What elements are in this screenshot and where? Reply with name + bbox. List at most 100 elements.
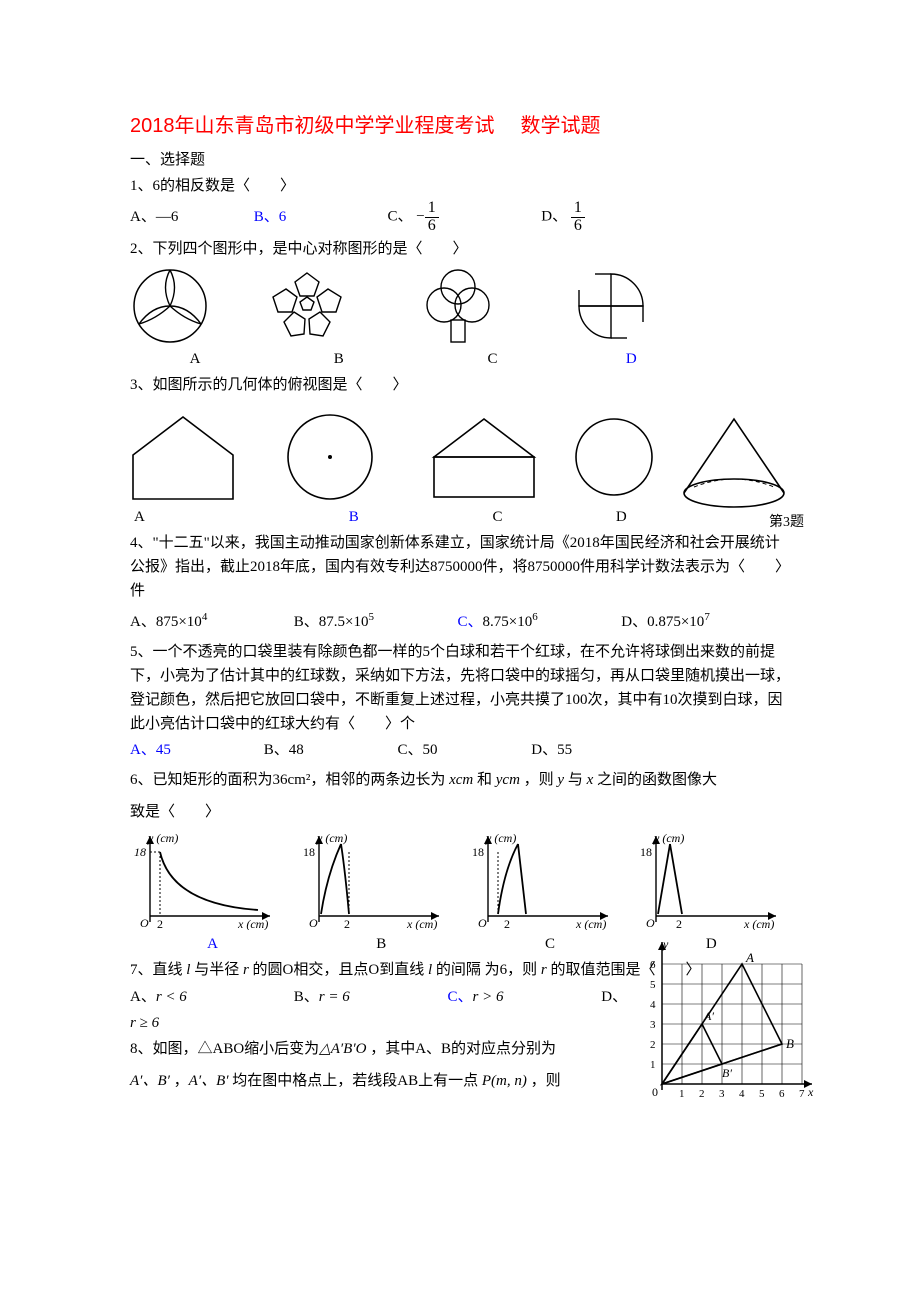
exam-page: 2018年山东青岛市初级中学学业程度考试 数学试题 一、选择题 1、6的相反数是〈… (0, 0, 920, 1115)
q3-stem: 3、如图所示的几何体的俯视图是〈 〉 (130, 373, 794, 397)
svg-text:B′: B′ (722, 1066, 732, 1080)
svg-text:4: 4 (650, 999, 656, 1011)
q1-opt-b: B、6 (254, 205, 384, 229)
svg-text:2: 2 (699, 1088, 705, 1100)
q4-opt-c: C、8.75×106 (458, 609, 618, 634)
svg-text:2: 2 (504, 917, 510, 930)
svg-text:y (cm): y (cm) (653, 831, 684, 845)
svg-text:y (cm): y (cm) (316, 831, 347, 845)
q7-opt-a: A、r < 6 (130, 985, 290, 1009)
svg-text:O: O (646, 916, 655, 930)
q6-stem: 6、已知矩形的面积为36cm²，相邻的两条边长为 xcm 和 ycm ，则 y … (130, 768, 794, 792)
q5-stem: 5、一个不透亮的口袋里装有除颜色都一样的5个白球和若干个红球，在不允许将球倒出来… (130, 640, 794, 736)
q5-opt-c: C、50 (398, 738, 528, 762)
q3-label-c: C (428, 505, 568, 529)
svg-text:y (cm): y (cm) (485, 831, 516, 845)
q8-stem-line2: A′、B′ ，A′、B′ 均在图中格点上，若线段AB上有一点 P(m, n) ，… (130, 1069, 640, 1093)
q1-opt-d: D、 16 (541, 200, 585, 235)
svg-text:1: 1 (650, 1059, 656, 1071)
q6-label-b: B (299, 932, 464, 956)
title-right: 数学试题 (521, 115, 601, 137)
svg-text:0: 0 (652, 1085, 658, 1099)
q7-opt-b: B、r = 6 (294, 985, 444, 1009)
q4-opt-d: D、0.875×107 (621, 609, 710, 634)
svg-text:18: 18 (472, 845, 484, 859)
q7-q8-block: 7、直线 l 与半径 r 的圆O相交，且点O到直线 l 的间隔 为6，则 r 的… (130, 958, 794, 1093)
svg-text:4: 4 (739, 1088, 745, 1100)
svg-text:A′: A′ (703, 1009, 714, 1023)
svg-text:x (cm): x (cm) (743, 917, 774, 930)
svg-text:y (cm): y (cm) (147, 831, 178, 845)
q6-stem2: 致是〈 〉 (130, 800, 794, 824)
svg-text:3: 3 (650, 1019, 656, 1031)
q2-label-d: D (571, 347, 691, 371)
section-heading: 一、选择题 (130, 148, 794, 172)
q3-fig-a: A (130, 411, 280, 529)
svg-text:7: 7 (799, 1088, 805, 1100)
q2-figures: A B C (130, 267, 794, 371)
q1-c-label: C、 (388, 209, 413, 225)
svg-text:y: y (662, 937, 669, 951)
svg-text:O: O (309, 916, 318, 930)
q1-stem: 1、6的相反数是〈 〉 (130, 174, 794, 198)
q7-opt-d: D、 (601, 985, 641, 1009)
svg-text:O: O (478, 916, 487, 930)
q3-label-a: A (130, 505, 280, 529)
svg-text:2: 2 (676, 917, 682, 930)
svg-text:x (cm): x (cm) (575, 917, 606, 930)
q4-options: A、875×104 B、87.5×105 C、8.75×106 D、0.875×… (130, 609, 794, 634)
q1-opt-c: C、 −16 (388, 200, 538, 235)
q2-label-c: C (418, 347, 568, 371)
q6-label-a: A (130, 932, 295, 956)
q6-label-c: C (468, 932, 633, 956)
q1-opt-a: A、—6 (130, 205, 250, 229)
svg-text:18: 18 (640, 845, 652, 859)
q8-stem-line1: 8、如图，△ABO缩小后变为△A′B′O ，其中A、B的对应点分别为 (130, 1037, 640, 1061)
q5-opt-a: A、45 (130, 738, 260, 762)
svg-text:A: A (745, 950, 754, 965)
svg-text:5: 5 (650, 979, 656, 991)
svg-text:3: 3 (719, 1088, 725, 1100)
svg-text:5: 5 (759, 1088, 765, 1100)
svg-text:6: 6 (779, 1088, 785, 1100)
q2-fig-c: C (418, 267, 568, 371)
q1-d-label: D、 (541, 209, 567, 225)
q6-fig-a: 18 2 O y (cm) x (cm) A (130, 830, 295, 956)
svg-text:O: O (140, 916, 149, 930)
q4-opt-a: A、875×104 (130, 609, 290, 634)
q3-figures: A B C D (130, 411, 794, 529)
svg-text:2: 2 (157, 917, 163, 930)
q6-fig-c: 18 2 O y (cm) x (cm) C (468, 830, 633, 956)
q4-stem: 4、"十二五"以来，我国主动推动国家创新体系建立，国家统计局《2018年国民经济… (130, 531, 794, 603)
q5-opt-b: B、48 (264, 738, 394, 762)
svg-text:18: 18 (134, 845, 146, 859)
q2-stem: 2、下列四个图形中，是中心对称图形的是〈 〉 (130, 237, 794, 261)
q2-label-b: B (264, 347, 414, 371)
q2-fig-b: B (264, 267, 414, 371)
exam-title: 2018年山东青岛市初级中学学业程度考试 数学试题 (130, 110, 794, 142)
q3-caption: 第3题 (769, 512, 804, 534)
q3-fig-d: D (571, 411, 671, 529)
q6-fig-b: 18 2 O y (cm) x (cm) B (299, 830, 464, 956)
q7-opt-c: C、r > 6 (448, 985, 598, 1009)
svg-text:x (cm): x (cm) (237, 917, 268, 930)
title-left: 2018年山东青岛市初级中学学业程度考试 (130, 115, 495, 137)
svg-text:x (cm): x (cm) (406, 917, 437, 930)
svg-text:x: x (807, 1085, 814, 1099)
svg-text:B: B (786, 1036, 794, 1051)
svg-text:2: 2 (344, 917, 350, 930)
q4-opt-b: B、87.5×105 (294, 609, 454, 634)
q3-label-d: D (571, 505, 671, 529)
q3-fig-b: B (284, 411, 424, 529)
svg-text:1: 1 (679, 1088, 685, 1100)
svg-text:18: 18 (303, 845, 315, 859)
q2-label-a: A (130, 347, 260, 371)
q3-label-b: B (284, 505, 424, 529)
svg-text:2: 2 (650, 1039, 656, 1051)
q3-fig-c: C (428, 411, 568, 529)
q5-options: A、45 B、48 C、50 D、55 (130, 738, 794, 763)
q2-fig-a: A (130, 267, 260, 371)
q1-options: A、—6 B、6 C、 −16 D、 16 (130, 200, 794, 235)
svg-text:6: 6 (650, 959, 656, 971)
q8-grid-figure: A B A′ B′ y x 0 1 2 3 4 5 6 1 2 3 4 5 (640, 934, 818, 1104)
